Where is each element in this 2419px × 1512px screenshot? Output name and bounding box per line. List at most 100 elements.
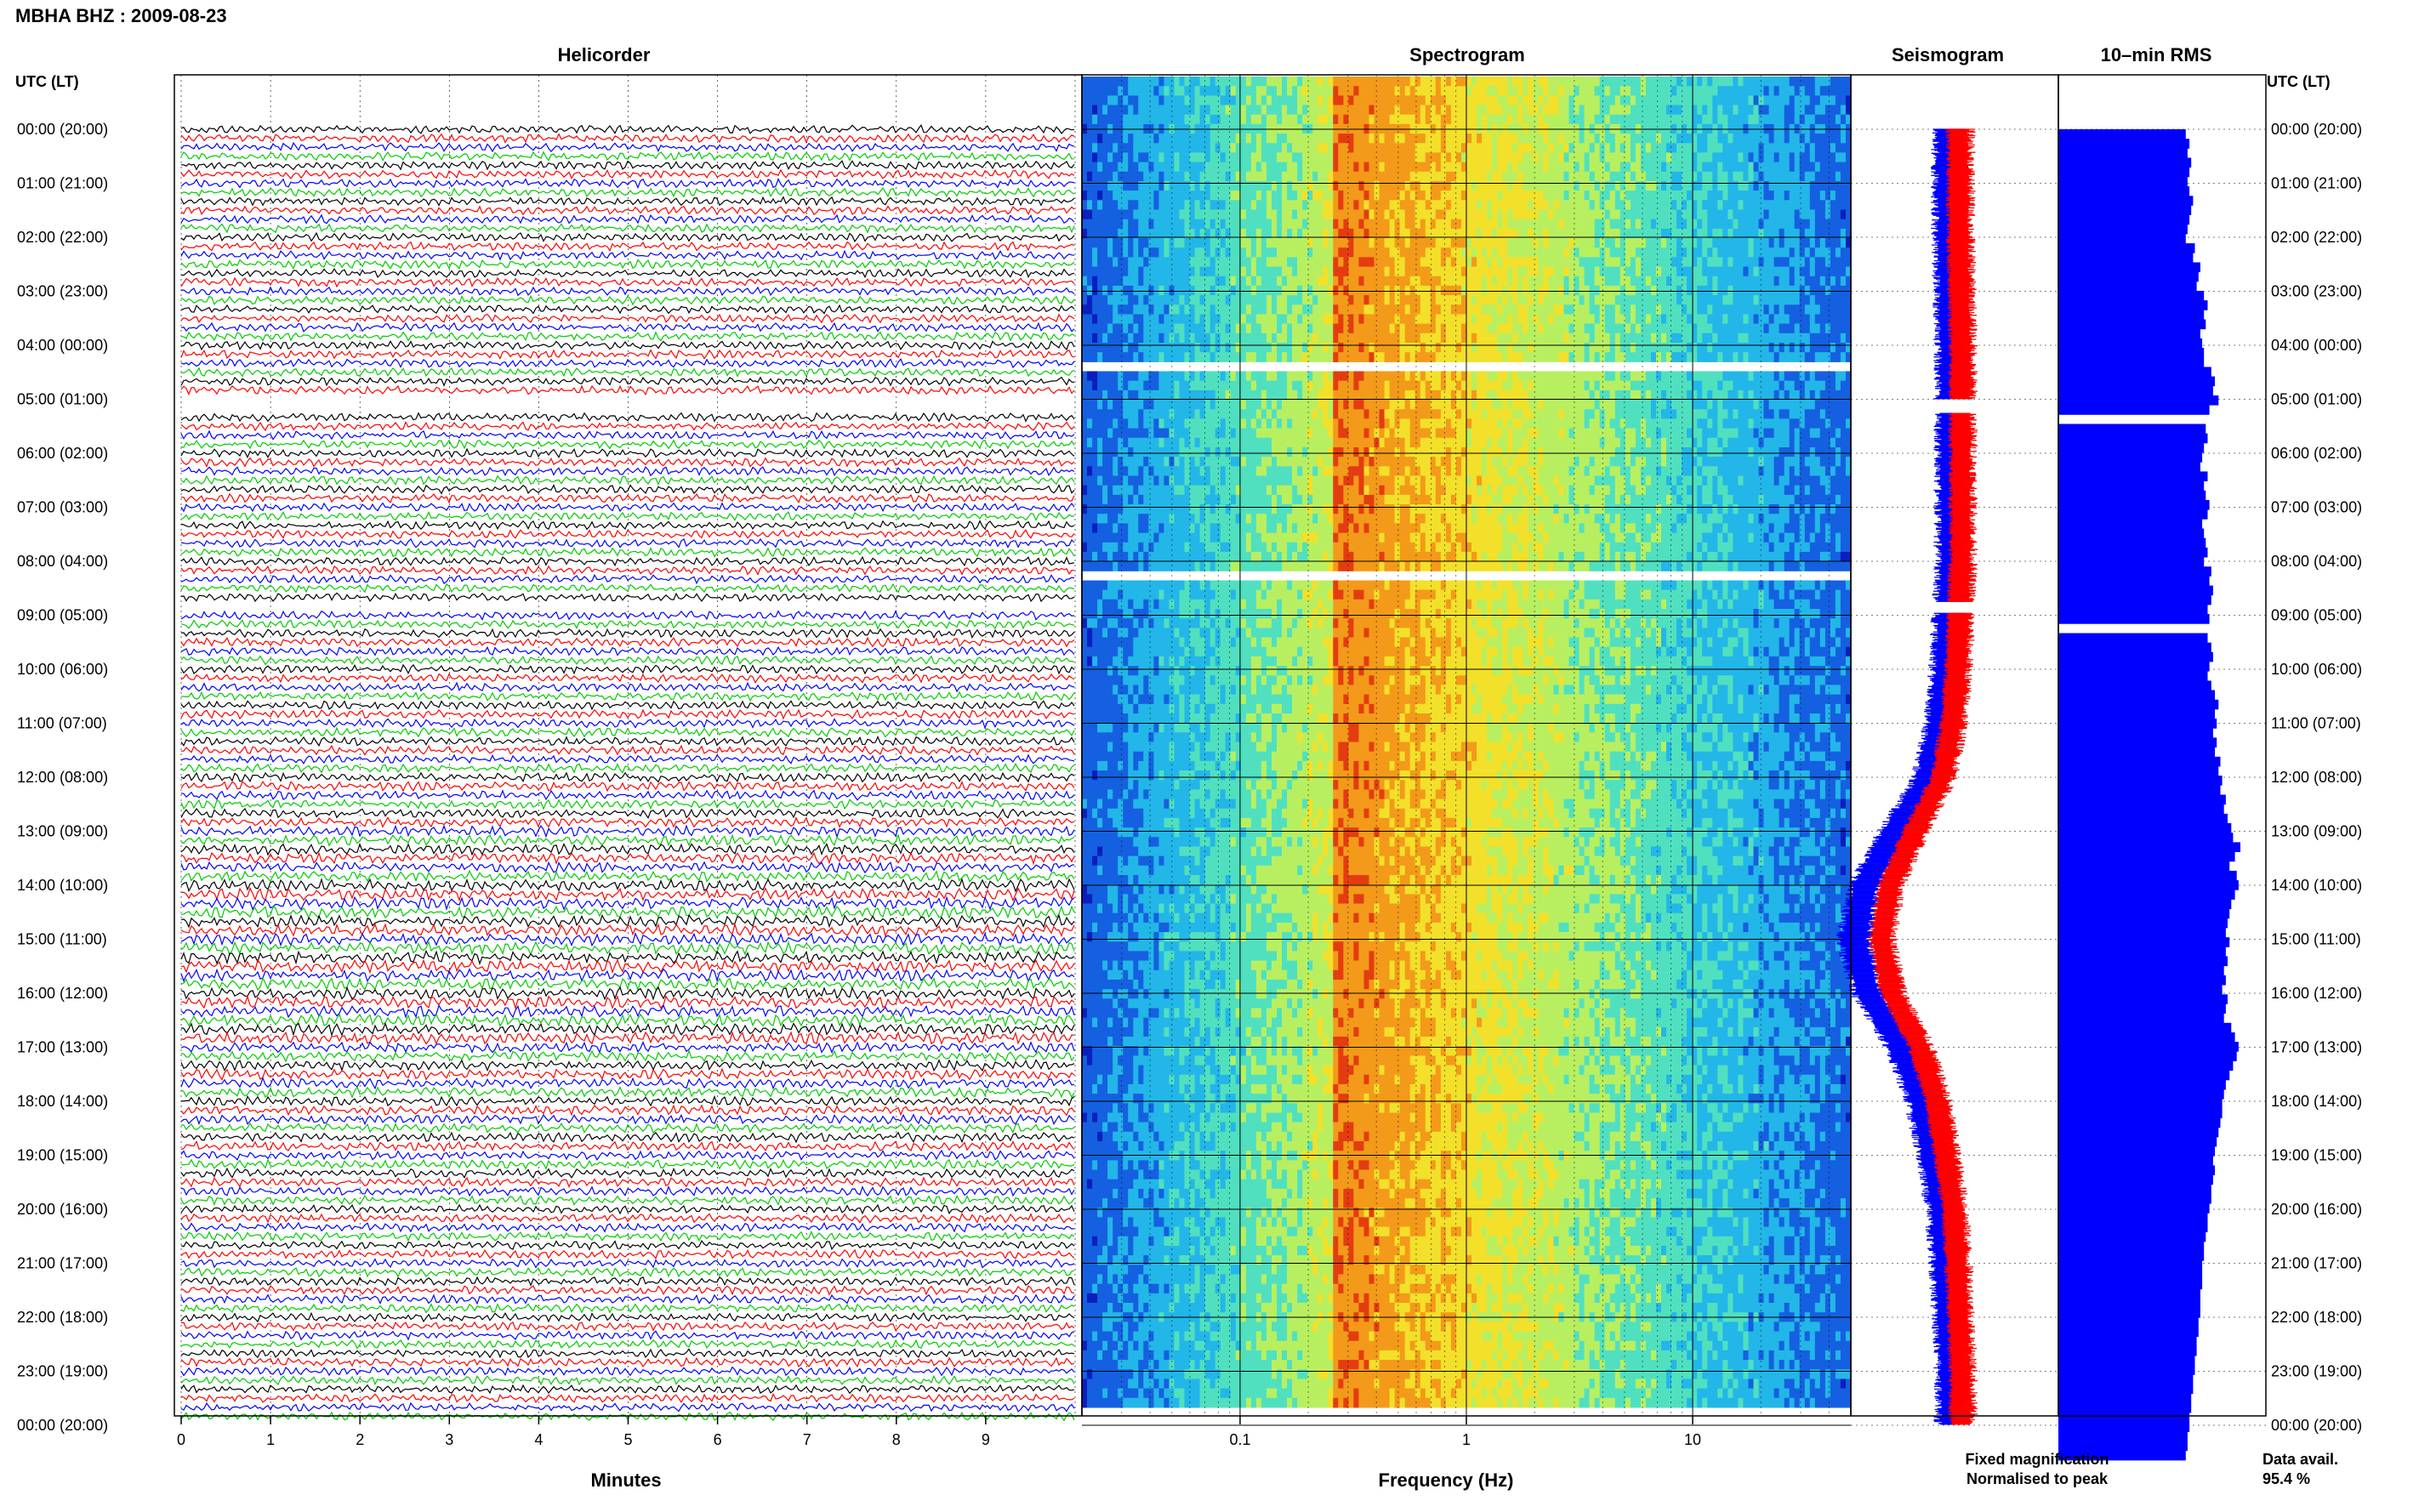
spectrogram-cell <box>1533 143 1539 153</box>
spectrogram-cell <box>1507 162 1513 173</box>
spectrogram-cell <box>1559 143 1565 153</box>
spectrogram-cell <box>1564 210 1570 220</box>
spectrogram-cell <box>1836 172 1841 182</box>
spectrogram-cell <box>1836 333 1841 344</box>
spectrogram-cell <box>1564 162 1570 173</box>
spectrogram-cell <box>1707 172 1713 182</box>
spectrogram-cell <box>1113 115 1118 125</box>
spectrogram-cell <box>1795 372 1801 382</box>
spectrogram-cell <box>1256 162 1262 173</box>
spectrogram-cell <box>1446 333 1452 344</box>
spectrogram-cell <box>1749 324 1755 334</box>
spectrogram-cell <box>1774 190 1780 201</box>
spectrogram-cell <box>1512 210 1518 220</box>
spectrogram-cell <box>1749 315 1755 325</box>
spectrogram-cell <box>1292 276 1298 287</box>
spectrogram-cell <box>1676 181 1682 191</box>
spectrogram-cell <box>1543 134 1549 144</box>
helicorder-trace <box>181 737 1074 746</box>
spectrogram-cell <box>1805 219 1811 230</box>
spectrogram-cell <box>1830 219 1836 230</box>
spectrogram-cell <box>1256 190 1262 201</box>
spectrogram-cell <box>1375 381 1380 391</box>
spectrogram-cell <box>1764 134 1770 144</box>
spectrogram-cell <box>1466 86 1472 96</box>
spectrogram-cell <box>1805 304 1811 315</box>
spectrogram-cell <box>1097 257 1103 267</box>
spectrogram-cell <box>1446 77 1452 87</box>
spectrogram-cell <box>1436 181 1442 191</box>
spectrogram-cell <box>1517 295 1523 305</box>
spectrogram-cell <box>1246 343 1252 353</box>
spectrogram-cell <box>1426 238 1431 248</box>
spectrogram-cell <box>1400 247 1406 258</box>
spectrogram-cell <box>1466 276 1472 287</box>
spectrogram-cell <box>1410 134 1416 144</box>
spectrogram-cell <box>1190 105 1196 116</box>
spectrogram-cell <box>1353 295 1359 305</box>
spectrogram-cell <box>1815 343 1821 353</box>
spectrogram-cell <box>1687 219 1693 230</box>
spectrogram-cell <box>1390 238 1396 248</box>
helicorder-trace <box>181 969 1074 981</box>
spectrogram-cell <box>1164 105 1170 116</box>
spectrogram-cell <box>1764 352 1770 362</box>
spectrogram-cell <box>1451 286 1457 296</box>
spectrogram-cell <box>1282 86 1288 96</box>
spectrogram-cell <box>1492 200 1498 210</box>
helicorder-trace <box>181 1250 1074 1259</box>
spectrogram-cell <box>1087 181 1093 191</box>
spectrogram-cell <box>1353 77 1359 87</box>
spectrogram-cell <box>1272 105 1278 116</box>
spectrogram-cell <box>1805 190 1811 201</box>
spectrogram-cell <box>1661 352 1667 362</box>
spectrogram-cell <box>1277 238 1283 248</box>
spectrogram-cell <box>1538 304 1544 315</box>
spectrogram-cell <box>1431 190 1437 201</box>
spectrogram-cell <box>1517 267 1523 277</box>
spectrogram-cell <box>1338 324 1344 334</box>
spectrogram-cell <box>1656 115 1662 125</box>
spectrogram-cell <box>1805 381 1811 391</box>
spectrogram-cell <box>1722 352 1728 362</box>
spectrogram-cell <box>1426 115 1431 125</box>
spectrogram-cell <box>1369 181 1375 191</box>
spectrogram-cell <box>1138 115 1144 125</box>
spectrogram-cell <box>1333 219 1339 230</box>
spectrogram-cell <box>1610 134 1616 144</box>
spectrogram-cell <box>1195 86 1201 96</box>
spectrogram-cell <box>1631 247 1636 258</box>
spectrogram-cell <box>1646 238 1652 248</box>
spectrogram-cell <box>1092 333 1098 344</box>
spectrogram-cell <box>1323 238 1329 248</box>
spectrogram-cell <box>1266 105 1272 116</box>
spectrogram-cell <box>1502 86 1508 96</box>
spectrogram-cell <box>1697 304 1703 315</box>
spectrogram-cell <box>1333 162 1339 173</box>
spectrogram-cell <box>1779 143 1785 153</box>
spectrogram-cell <box>1528 333 1534 344</box>
spectrogram-cell <box>1800 257 1806 267</box>
spectrogram-cell <box>1102 200 1108 210</box>
spectrogram-cell <box>1666 210 1672 220</box>
spectrogram-cell <box>1805 324 1811 334</box>
spectrogram-cell <box>1646 95 1652 105</box>
spectrogram-cell <box>1615 372 1621 382</box>
spectrogram-cell <box>1158 200 1164 210</box>
spectrogram-cell <box>1451 172 1457 182</box>
spectrogram-cell <box>1554 162 1560 173</box>
spectrogram-cell <box>1805 267 1811 277</box>
spectrogram-cell <box>1764 304 1770 315</box>
spectrogram-cell <box>1133 210 1139 220</box>
spectrogram-cell <box>1415 315 1421 325</box>
spectrogram-cell <box>1097 276 1103 287</box>
spectrogram-cell <box>1466 295 1472 305</box>
spectrogram-cell <box>1466 172 1472 182</box>
spectrogram-cell <box>1784 343 1790 353</box>
spectrogram-cell <box>1661 77 1667 87</box>
spectrogram-cell <box>1471 267 1477 277</box>
spectrogram-cell <box>1205 181 1211 191</box>
spectrogram-cell <box>1492 77 1498 87</box>
spectrogram-cell <box>1107 86 1113 96</box>
spectrogram-cell <box>1102 162 1108 173</box>
